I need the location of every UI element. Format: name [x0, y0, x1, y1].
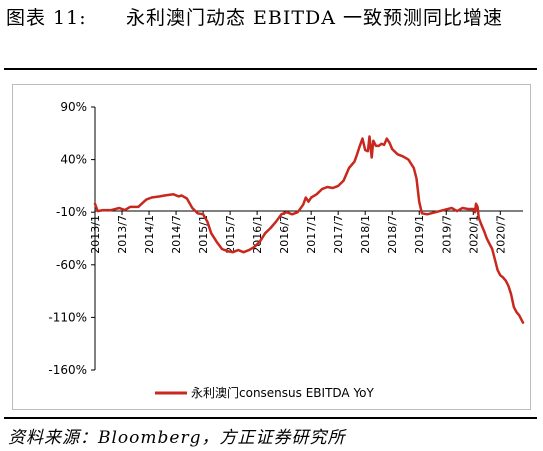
figure-title-text: 永利澳门动态 EBITDA 一致预测同比增速 — [126, 7, 504, 29]
source-note: 资料来源：Bloomberg，方正证券研究所 — [8, 428, 346, 448]
source-rule — [4, 417, 537, 419]
x-tick-label: 2013/1 — [89, 215, 102, 254]
y-tick-label: -60% — [56, 258, 87, 272]
ebitda-yoy-line-chart: 90% 40% -10% -60% -110% -160% 2013/1 2013/7 2014… — [48, 100, 525, 400]
x-tick-label: 2015/7 — [224, 215, 237, 254]
x-tick-label: 2016/7 — [278, 215, 291, 254]
figure-title: 图表 11: 永利澳门动态 EBITDA 一致预测同比增速 — [6, 5, 536, 32]
y-tick-label: -110% — [48, 310, 87, 324]
figure-number: 图表 11: — [6, 7, 87, 29]
x-tick-label: 2018/1 — [359, 215, 372, 254]
x-tick-label: 2019/1 — [413, 215, 426, 254]
title-rule — [4, 68, 537, 70]
y-tick-label: -160% — [48, 363, 87, 377]
series-line-ebitda-yoy — [93, 135, 525, 324]
y-tick-label: 90% — [60, 100, 87, 114]
x-tick-label: 2015/1 — [197, 215, 210, 254]
x-tick-label: 2014/1 — [143, 215, 156, 254]
y-tick-label: -10% — [56, 205, 87, 219]
legend-label: 永利澳门consensus EBITDA YoY — [191, 385, 375, 400]
x-tick-label: 2013/7 — [116, 215, 129, 254]
x-tick-label: 2019/7 — [440, 215, 453, 254]
chart-frame: 90% 40% -10% -60% -110% -160% 2013/1 2013/7 2014… — [12, 84, 531, 410]
x-tick-label: 2014/7 — [170, 215, 183, 254]
x-tick-label: 2018/7 — [386, 215, 399, 254]
x-tick-label: 2016/1 — [251, 215, 264, 254]
x-tick-label: 2020/1 — [467, 215, 480, 254]
y-tick-label: 40% — [60, 153, 87, 167]
x-tick-label: 2017/7 — [332, 215, 345, 254]
x-tick-label: 2020/7 — [494, 215, 507, 254]
x-tick-label: 2017/1 — [305, 215, 318, 254]
